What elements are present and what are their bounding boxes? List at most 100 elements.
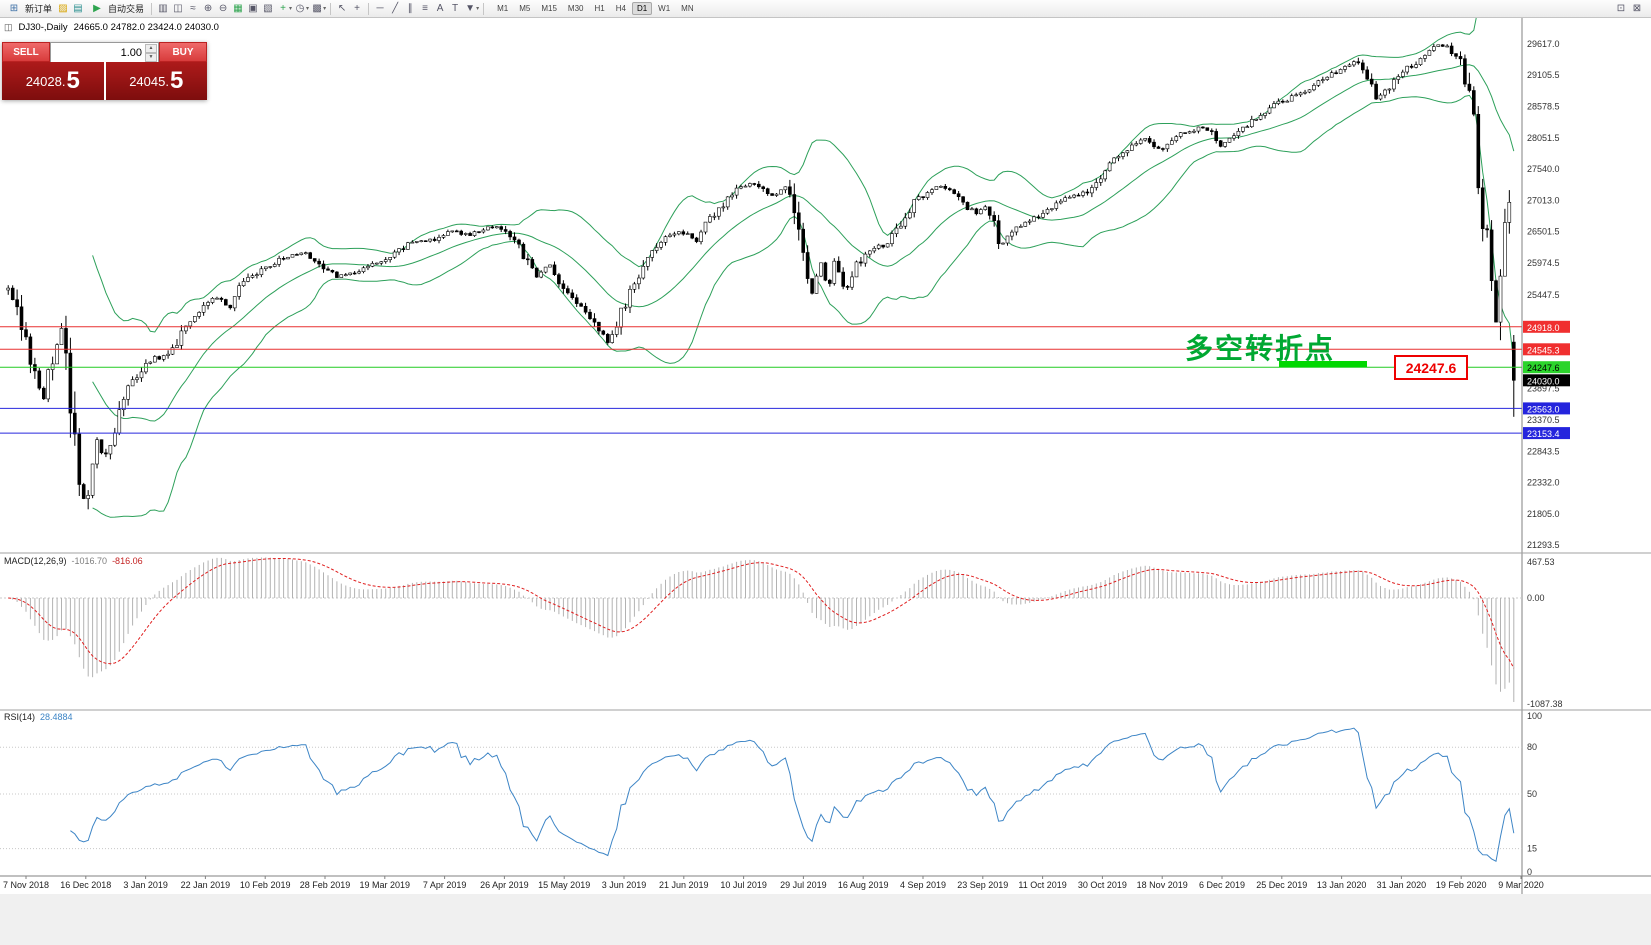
- tile-windows-icon[interactable]: ▦: [231, 2, 245, 16]
- window-close-icon[interactable]: ⊠: [1630, 2, 1644, 16]
- x-axis-label: 3 Jun 2019: [602, 880, 647, 890]
- x-axis-label: 9 Mar 2020: [1498, 880, 1544, 890]
- price-badge-23153.4[interactable]: 23153.4: [1523, 427, 1570, 440]
- price-badge-23563.0[interactable]: 23563.0: [1523, 402, 1570, 415]
- templates-icon[interactable]: ▩: [310, 2, 324, 16]
- bollinger-band: [92, 64, 1515, 422]
- new-order-label: 新订单: [25, 4, 53, 14]
- new-order-button[interactable]: ⊞ 新订单: [3, 1, 55, 16]
- svg-text:23153.4: 23153.4: [1527, 429, 1560, 439]
- x-axis-label: 16 Aug 2019: [838, 880, 889, 890]
- timeframe-m5[interactable]: M5: [514, 2, 535, 15]
- macd-axis-label: 0.00: [1527, 593, 1545, 603]
- shapes-tool-icon[interactable]: ▼: [463, 2, 477, 16]
- y-axis-label: 26501.5: [1527, 227, 1560, 237]
- bollinger-band: [92, 18, 1477, 333]
- bar-chart-icon[interactable]: ▥: [156, 2, 170, 16]
- line-chart-icon[interactable]: ≈: [186, 2, 200, 16]
- channel-tool-icon[interactable]: ∥: [403, 2, 417, 16]
- chart-canvas[interactable]: 29617.0 29105.5 28578.5 28051.5 27540.0 27013…: [0, 18, 1651, 945]
- price-badge-24247.6[interactable]: 24247.6: [1523, 361, 1570, 374]
- bollinger-band: [92, 94, 1515, 518]
- layouts-icon[interactable]: ▤: [71, 2, 85, 16]
- shapes-caret-icon[interactable]: ▾: [476, 6, 480, 12]
- fibonacci-tool-icon[interactable]: ≡: [418, 2, 432, 16]
- toolbar-separator: [151, 2, 153, 15]
- window-icon[interactable]: ⊡: [1614, 2, 1628, 16]
- x-axis-label: 28 Feb 2019: [300, 880, 351, 890]
- y-axis-label: 29105.5: [1527, 70, 1560, 80]
- y-axis-label: 29617.0: [1527, 39, 1560, 49]
- volume-up-icon[interactable]: ▲: [145, 44, 157, 53]
- timeframe-h1[interactable]: H1: [589, 2, 609, 15]
- buy-price-box[interactable]: 24045. 5: [105, 62, 207, 100]
- chart-title: ◫ DJ30-,Daily 24665.0 24782.0 23424.0 24…: [4, 22, 219, 33]
- price-callout-box: 24247.6: [1394, 355, 1468, 380]
- y-axis-label: 25447.5: [1527, 290, 1560, 300]
- x-axis-label: 4 Sep 2019: [900, 880, 946, 890]
- x-axis-label: 31 Jan 2020: [1377, 880, 1427, 890]
- price-badge-24030.0[interactable]: 24030.0: [1523, 374, 1570, 387]
- rsi-value: 28.4884: [40, 712, 73, 722]
- add-indicator-icon[interactable]: +: [276, 2, 290, 16]
- toolbar: ⊞ 新订单 ▨ ▤ ▶ 自动交易 ▥ ◫ ≈ ⊕ ⊖ ▦ ▣ ▧ + ▾ ◷ ▾…: [0, 0, 1651, 18]
- sell-button[interactable]: SELL: [2, 42, 50, 62]
- macd-axis-label: -1087.38: [1527, 699, 1563, 709]
- price-badge-24918.0[interactable]: 24918.0: [1523, 320, 1570, 333]
- timeframe-m15[interactable]: M15: [536, 2, 562, 15]
- y-axis-label: 22332.0: [1527, 478, 1560, 488]
- macd-main-value: -1016.70: [71, 556, 108, 566]
- periods-icon[interactable]: ◷: [293, 2, 307, 16]
- crosshair-icon[interactable]: +: [350, 2, 364, 16]
- timeframe-m30[interactable]: M30: [563, 2, 589, 15]
- volume-field: ▲ ▼: [50, 42, 159, 62]
- timeframe-h4[interactable]: H4: [611, 2, 631, 15]
- x-axis-label: 25 Dec 2019: [1256, 880, 1307, 890]
- timeframe-m1[interactable]: M1: [492, 2, 513, 15]
- rsi-axis-label: 15: [1527, 844, 1537, 854]
- volume-down-icon[interactable]: ▼: [145, 53, 157, 62]
- y-axis-label: 23370.5: [1527, 415, 1560, 425]
- x-axis-label: 10 Jul 2019: [720, 880, 767, 890]
- auto-trading-button[interactable]: ▶ 自动交易: [86, 1, 147, 16]
- volume-input[interactable]: [51, 44, 158, 62]
- styles-icon[interactable]: ▨: [56, 2, 70, 16]
- label-tool-icon[interactable]: T: [448, 2, 462, 16]
- svg-text:24918.0: 24918.0: [1527, 323, 1560, 333]
- auto-trading-label: 自动交易: [108, 4, 145, 14]
- sell-price-box[interactable]: 24028. 5: [2, 62, 104, 100]
- main-price-pane[interactable]: [6, 18, 1516, 518]
- cascade-windows-icon[interactable]: ▣: [246, 2, 260, 16]
- volume-stepper: ▲ ▼: [145, 44, 157, 62]
- text-tool-icon[interactable]: A: [433, 2, 447, 16]
- zoom-out-icon[interactable]: ⊖: [216, 2, 230, 16]
- price-badge-24545.3[interactable]: 24545.3: [1523, 343, 1570, 356]
- rsi-name: RSI(14): [4, 712, 36, 722]
- y-axis-label: 22843.5: [1527, 447, 1560, 457]
- toolbar-separator: [368, 2, 370, 15]
- x-axis-label: 6 Dec 2019: [1199, 880, 1245, 890]
- timeframe-group: M1 M5 M15 M30 H1 H4 D1 W1 MN: [492, 2, 699, 15]
- periods-caret-icon[interactable]: ▾: [306, 6, 310, 12]
- sell-price-big-digit: 5: [66, 67, 80, 94]
- add-indicator-caret-icon[interactable]: ▾: [289, 6, 293, 12]
- templates-caret-icon[interactable]: ▾: [323, 6, 327, 12]
- x-axis-label: 21 Jun 2019: [659, 880, 709, 890]
- rsi-axis-label: 50: [1527, 789, 1537, 799]
- cursor-icon[interactable]: ↖: [335, 2, 349, 16]
- x-axis-label: 7 Apr 2019: [423, 880, 467, 890]
- candlestick-chart-icon[interactable]: ◫: [171, 2, 185, 16]
- rsi-axis-label: 80: [1527, 742, 1537, 752]
- buy-button[interactable]: BUY: [159, 42, 207, 62]
- timeframe-w1[interactable]: W1: [653, 2, 675, 15]
- turning-point-annotation: 多空转折点: [1185, 333, 1336, 364]
- y-axis-label: 28578.5: [1527, 102, 1560, 112]
- toolbar-separator: [483, 2, 485, 15]
- arrange-windows-icon[interactable]: ▧: [261, 2, 275, 16]
- timeframe-mn[interactable]: MN: [676, 2, 698, 15]
- macd-name: MACD(12,26,9): [4, 556, 67, 566]
- trendline-tool-icon[interactable]: ╱: [388, 2, 402, 16]
- timeframe-d1[interactable]: D1: [631, 2, 653, 15]
- zoom-in-icon[interactable]: ⊕: [201, 2, 215, 16]
- horizontal-line-tool-icon[interactable]: ─: [373, 2, 387, 16]
